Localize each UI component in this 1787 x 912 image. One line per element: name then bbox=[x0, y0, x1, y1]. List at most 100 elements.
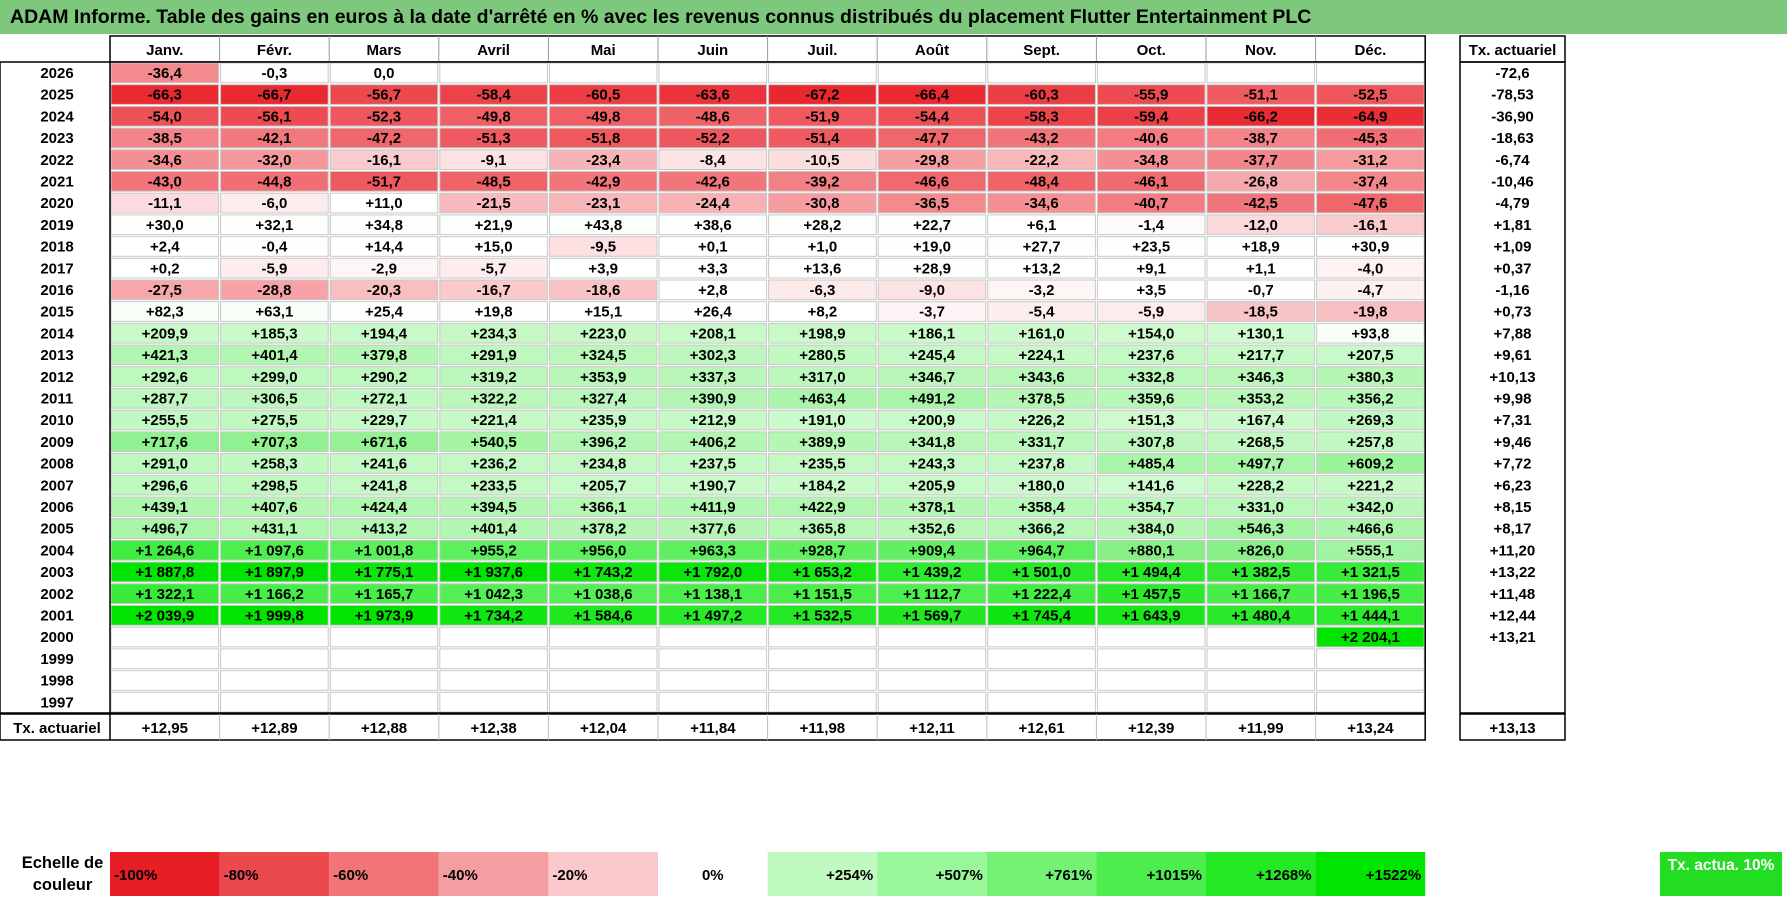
heatmap-cell bbox=[1096, 105, 1206, 127]
heatmap-cell bbox=[987, 431, 1096, 453]
cell-value: +1 480,4 bbox=[1231, 608, 1290, 625]
row-rate-value: +13,22 bbox=[1489, 564, 1535, 581]
heatmap-cell bbox=[548, 474, 658, 496]
cell-value: +1,1 bbox=[1246, 260, 1276, 277]
legend-swatch bbox=[438, 852, 549, 896]
cell-value: -56,7 bbox=[367, 87, 401, 104]
column-header-11: Déc. bbox=[1355, 42, 1387, 59]
cell-value: +234,3 bbox=[470, 325, 516, 342]
cell-value: +190,7 bbox=[690, 477, 736, 494]
heatmap-cell bbox=[110, 583, 220, 604]
cell-value: -6,0 bbox=[261, 195, 287, 212]
heatmap-cell bbox=[658, 518, 768, 539]
cell-value: -3,7 bbox=[919, 304, 945, 321]
cell-value: -40,6 bbox=[1134, 130, 1168, 147]
heatmap-cell bbox=[1316, 149, 1425, 171]
heatmap-cell bbox=[548, 149, 658, 171]
heatmap-cell bbox=[768, 626, 877, 648]
row-rate-value: +11,20 bbox=[1490, 542, 1535, 559]
cell-value: -42,9 bbox=[586, 174, 620, 191]
heatmap-cell bbox=[548, 518, 658, 539]
heatmap-cell bbox=[439, 344, 548, 366]
year-label: 2017 bbox=[40, 260, 73, 277]
legend-item-label: 0% bbox=[702, 867, 724, 884]
heatmap-cell bbox=[658, 561, 768, 583]
legend-swatch bbox=[986, 852, 1097, 896]
heatmap-cell bbox=[220, 453, 329, 474]
heatmap-cell bbox=[768, 322, 877, 344]
heatmap-cell bbox=[1316, 214, 1425, 236]
cell-value: +401,4 bbox=[251, 347, 298, 364]
heatmap-cell bbox=[439, 626, 548, 648]
heatmap-cell bbox=[1316, 431, 1425, 453]
cell-value: +11,0 bbox=[365, 195, 402, 212]
cell-value: +306,5 bbox=[251, 391, 297, 408]
year-label: 2001 bbox=[40, 608, 73, 625]
heatmap-cell bbox=[439, 214, 548, 236]
legend-item-label: +254% bbox=[826, 867, 873, 884]
legend-item-label: +1015% bbox=[1147, 867, 1202, 884]
cell-value: +463,4 bbox=[799, 391, 846, 408]
legend-swatch bbox=[877, 852, 987, 896]
heatmap-cell bbox=[1316, 518, 1425, 539]
legend-swatch bbox=[548, 852, 658, 896]
heatmap-cell bbox=[220, 62, 329, 84]
cell-value: -22,2 bbox=[1024, 152, 1058, 169]
cell-value: +18,9 bbox=[1242, 239, 1280, 256]
total-row-value: +12,04 bbox=[580, 720, 627, 737]
cell-value: +224,1 bbox=[1018, 347, 1064, 364]
heatmap-cell bbox=[220, 409, 329, 431]
heatmap-cell bbox=[329, 626, 439, 648]
heatmap-cell bbox=[329, 192, 439, 214]
cell-value: +380,3 bbox=[1347, 369, 1393, 386]
heatmap-cell bbox=[658, 344, 768, 366]
cell-value: -38,5 bbox=[148, 130, 182, 147]
cell-value: +384,0 bbox=[1128, 521, 1174, 538]
total-row-value: +12,11 bbox=[909, 720, 954, 737]
heatmap-cell bbox=[220, 561, 329, 583]
cell-value: +221,2 bbox=[1347, 477, 1393, 494]
cell-value: +229,7 bbox=[361, 412, 407, 429]
cell-value: +154,0 bbox=[1128, 325, 1174, 342]
heatmap-cell bbox=[658, 605, 768, 626]
heatmap-cell bbox=[329, 539, 439, 561]
cell-value: +223,0 bbox=[580, 325, 626, 342]
heatmap-cell bbox=[548, 171, 658, 192]
cell-value: -63,6 bbox=[696, 87, 730, 104]
cell-value: -11,1 bbox=[148, 195, 181, 212]
cell-value: +15,1 bbox=[584, 304, 622, 321]
cell-value: +359,6 bbox=[1128, 391, 1174, 408]
heatmap-cell bbox=[1316, 409, 1425, 431]
heatmap-cell bbox=[439, 171, 548, 192]
heatmap-cell bbox=[1206, 105, 1316, 127]
heatmap-cell bbox=[1206, 605, 1316, 626]
heatmap-cell bbox=[110, 496, 220, 518]
heatmap-cell bbox=[548, 670, 658, 691]
cell-value: +401,4 bbox=[470, 521, 517, 538]
report-title: ADAM Informe. Table des gains en euros à… bbox=[0, 0, 1787, 34]
cell-value: -51,1 bbox=[1244, 87, 1278, 104]
cell-value: +21,9 bbox=[475, 217, 513, 234]
heatmap-cell bbox=[1316, 670, 1425, 691]
cell-value: -45,3 bbox=[1353, 130, 1387, 147]
heatmap-cell bbox=[1096, 344, 1206, 366]
heatmap-cell bbox=[1316, 605, 1425, 626]
heatmap-cell bbox=[877, 84, 987, 105]
heatmap-cell bbox=[987, 105, 1096, 127]
cell-value: -3,2 bbox=[1029, 282, 1055, 299]
heatmap-cell bbox=[1096, 561, 1206, 583]
cell-value: -24,4 bbox=[696, 195, 731, 212]
cell-value: +1 001,8 bbox=[355, 542, 414, 559]
cell-value: +257,8 bbox=[1347, 434, 1393, 451]
cell-value: -23,1 bbox=[586, 195, 620, 212]
heatmap-cell bbox=[768, 474, 877, 496]
heatmap-cell bbox=[548, 648, 658, 670]
cell-value: +394,5 bbox=[470, 499, 516, 516]
heatmap-cell bbox=[110, 192, 220, 214]
heatmap-cell bbox=[987, 279, 1096, 301]
cell-value: +291,9 bbox=[470, 347, 516, 364]
cell-value: +180,0 bbox=[1018, 477, 1064, 494]
cell-value: +217,7 bbox=[1238, 347, 1284, 364]
cell-value: -4,7 bbox=[1357, 282, 1383, 299]
cell-value: -30,8 bbox=[805, 195, 839, 212]
